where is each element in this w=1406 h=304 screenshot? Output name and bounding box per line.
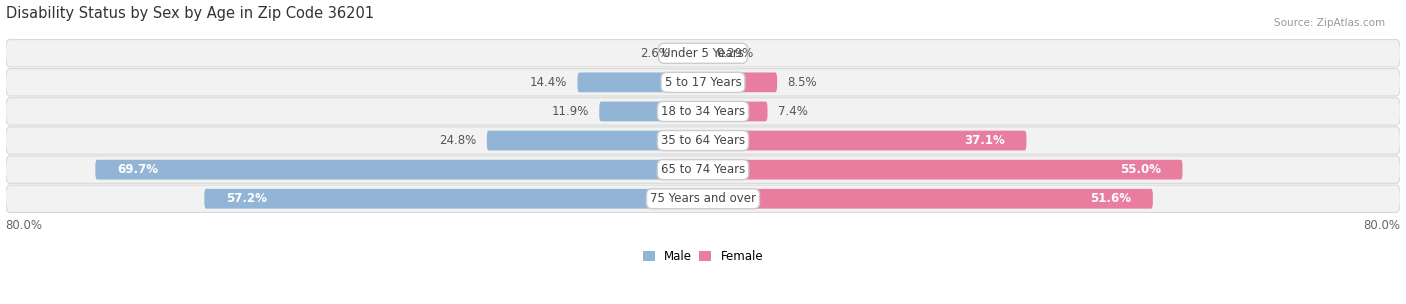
FancyBboxPatch shape <box>578 72 703 92</box>
Text: 0.29%: 0.29% <box>716 47 754 60</box>
FancyBboxPatch shape <box>6 127 1400 154</box>
Text: 7.4%: 7.4% <box>778 105 808 118</box>
Text: Disability Status by Sex by Age in Zip Code 36201: Disability Status by Sex by Age in Zip C… <box>6 5 374 21</box>
Text: 14.4%: 14.4% <box>530 76 567 89</box>
Text: 69.7%: 69.7% <box>117 163 157 176</box>
Text: 57.2%: 57.2% <box>226 192 267 205</box>
FancyBboxPatch shape <box>703 102 768 121</box>
FancyBboxPatch shape <box>681 43 703 63</box>
Text: 65 to 74 Years: 65 to 74 Years <box>661 163 745 176</box>
Text: 37.1%: 37.1% <box>965 134 1005 147</box>
Text: 80.0%: 80.0% <box>6 219 42 232</box>
FancyBboxPatch shape <box>703 189 1153 209</box>
Text: 75 Years and over: 75 Years and over <box>650 192 756 205</box>
Text: 11.9%: 11.9% <box>551 105 589 118</box>
FancyBboxPatch shape <box>6 156 1400 183</box>
Text: Under 5 Years: Under 5 Years <box>662 47 744 60</box>
Text: 55.0%: 55.0% <box>1119 163 1161 176</box>
FancyBboxPatch shape <box>486 131 703 150</box>
Text: 35 to 64 Years: 35 to 64 Years <box>661 134 745 147</box>
Text: 18 to 34 Years: 18 to 34 Years <box>661 105 745 118</box>
FancyBboxPatch shape <box>703 43 706 63</box>
Text: 51.6%: 51.6% <box>1090 192 1130 205</box>
Text: 5 to 17 Years: 5 to 17 Years <box>665 76 741 89</box>
Legend: Male, Female: Male, Female <box>638 245 768 268</box>
FancyBboxPatch shape <box>96 160 703 180</box>
Text: Source: ZipAtlas.com: Source: ZipAtlas.com <box>1274 18 1385 28</box>
FancyBboxPatch shape <box>599 102 703 121</box>
FancyBboxPatch shape <box>703 72 778 92</box>
Text: 24.8%: 24.8% <box>439 134 477 147</box>
Text: 2.6%: 2.6% <box>640 47 669 60</box>
FancyBboxPatch shape <box>6 98 1400 125</box>
FancyBboxPatch shape <box>6 40 1400 67</box>
FancyBboxPatch shape <box>6 185 1400 212</box>
FancyBboxPatch shape <box>703 160 1182 180</box>
FancyBboxPatch shape <box>6 69 1400 96</box>
Text: 8.5%: 8.5% <box>787 76 817 89</box>
Text: 80.0%: 80.0% <box>1364 219 1400 232</box>
FancyBboxPatch shape <box>703 131 1026 150</box>
FancyBboxPatch shape <box>204 189 703 209</box>
